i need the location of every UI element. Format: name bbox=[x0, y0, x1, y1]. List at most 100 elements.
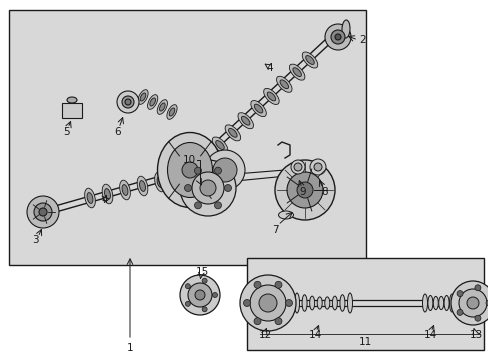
Circle shape bbox=[184, 185, 191, 192]
Circle shape bbox=[212, 292, 217, 297]
Circle shape bbox=[224, 185, 231, 192]
Text: 8: 8 bbox=[321, 187, 327, 197]
Circle shape bbox=[202, 307, 207, 312]
Ellipse shape bbox=[305, 55, 314, 64]
Circle shape bbox=[27, 196, 59, 228]
Circle shape bbox=[334, 34, 340, 40]
Ellipse shape bbox=[292, 68, 301, 77]
Ellipse shape bbox=[448, 294, 453, 312]
Ellipse shape bbox=[280, 80, 288, 89]
Ellipse shape bbox=[241, 116, 249, 125]
Circle shape bbox=[200, 180, 216, 196]
Circle shape bbox=[330, 30, 345, 44]
Circle shape bbox=[325, 24, 350, 50]
Circle shape bbox=[274, 318, 282, 325]
Circle shape bbox=[274, 160, 334, 220]
Ellipse shape bbox=[309, 296, 314, 310]
Circle shape bbox=[214, 167, 221, 174]
Bar bbox=[9, 10, 365, 265]
Ellipse shape bbox=[67, 97, 77, 103]
Ellipse shape bbox=[120, 180, 130, 200]
Circle shape bbox=[456, 309, 462, 315]
Ellipse shape bbox=[138, 90, 148, 104]
Text: 14: 14 bbox=[423, 330, 436, 340]
Ellipse shape bbox=[140, 93, 145, 101]
Ellipse shape bbox=[254, 104, 263, 113]
Ellipse shape bbox=[266, 92, 275, 101]
Ellipse shape bbox=[104, 189, 110, 199]
Ellipse shape bbox=[154, 172, 165, 192]
Circle shape bbox=[122, 96, 134, 108]
Text: 12: 12 bbox=[258, 330, 271, 340]
Text: 7: 7 bbox=[271, 225, 278, 235]
Circle shape bbox=[213, 158, 237, 182]
Ellipse shape bbox=[339, 295, 344, 311]
Ellipse shape bbox=[167, 143, 212, 198]
Text: 6: 6 bbox=[115, 127, 121, 137]
Ellipse shape bbox=[317, 297, 322, 309]
Ellipse shape bbox=[224, 125, 240, 141]
Circle shape bbox=[185, 301, 190, 306]
Bar bbox=[62, 103, 82, 118]
Ellipse shape bbox=[157, 132, 222, 207]
Text: 13: 13 bbox=[468, 330, 482, 340]
Ellipse shape bbox=[166, 105, 177, 119]
Circle shape bbox=[249, 285, 285, 321]
Circle shape bbox=[125, 99, 131, 105]
Ellipse shape bbox=[228, 129, 237, 137]
Text: 4: 4 bbox=[266, 63, 273, 73]
Circle shape bbox=[450, 281, 488, 325]
Ellipse shape bbox=[302, 295, 306, 311]
Ellipse shape bbox=[263, 89, 279, 104]
Bar bbox=[246, 258, 483, 350]
Ellipse shape bbox=[238, 113, 253, 129]
Text: 11: 11 bbox=[358, 337, 371, 347]
Ellipse shape bbox=[289, 64, 305, 80]
Circle shape bbox=[204, 150, 244, 190]
Ellipse shape bbox=[324, 297, 329, 309]
Circle shape bbox=[180, 275, 220, 315]
Ellipse shape bbox=[278, 211, 293, 219]
Circle shape bbox=[309, 159, 325, 175]
Text: 10: 10 bbox=[183, 155, 196, 165]
Circle shape bbox=[285, 300, 292, 306]
Ellipse shape bbox=[147, 95, 158, 109]
Circle shape bbox=[182, 162, 198, 178]
Circle shape bbox=[195, 290, 204, 300]
Ellipse shape bbox=[427, 296, 432, 311]
Circle shape bbox=[192, 172, 224, 204]
Text: 4: 4 bbox=[102, 195, 108, 205]
Text: 14: 14 bbox=[308, 330, 321, 340]
Circle shape bbox=[313, 163, 321, 171]
Circle shape bbox=[117, 91, 139, 113]
Ellipse shape bbox=[422, 294, 427, 312]
Ellipse shape bbox=[250, 100, 266, 117]
Ellipse shape bbox=[438, 296, 443, 310]
Text: 15: 15 bbox=[195, 267, 208, 277]
Ellipse shape bbox=[137, 176, 147, 196]
Circle shape bbox=[474, 315, 480, 321]
Ellipse shape bbox=[139, 181, 145, 192]
Circle shape bbox=[34, 203, 52, 221]
Text: 5: 5 bbox=[63, 127, 70, 137]
Circle shape bbox=[474, 285, 480, 291]
Ellipse shape bbox=[432, 296, 437, 310]
Ellipse shape bbox=[169, 108, 174, 116]
Ellipse shape bbox=[347, 293, 352, 313]
Ellipse shape bbox=[102, 184, 113, 204]
Ellipse shape bbox=[157, 177, 163, 188]
Circle shape bbox=[456, 291, 462, 297]
Ellipse shape bbox=[302, 52, 317, 68]
Text: 3: 3 bbox=[32, 235, 38, 245]
Circle shape bbox=[214, 202, 221, 209]
Ellipse shape bbox=[294, 293, 299, 313]
Ellipse shape bbox=[157, 100, 167, 114]
Text: 2: 2 bbox=[359, 35, 366, 45]
Circle shape bbox=[290, 160, 305, 174]
Circle shape bbox=[485, 300, 488, 306]
Circle shape bbox=[293, 163, 302, 171]
Ellipse shape bbox=[149, 98, 155, 106]
Circle shape bbox=[194, 167, 201, 174]
Ellipse shape bbox=[215, 140, 224, 149]
Ellipse shape bbox=[122, 185, 128, 195]
